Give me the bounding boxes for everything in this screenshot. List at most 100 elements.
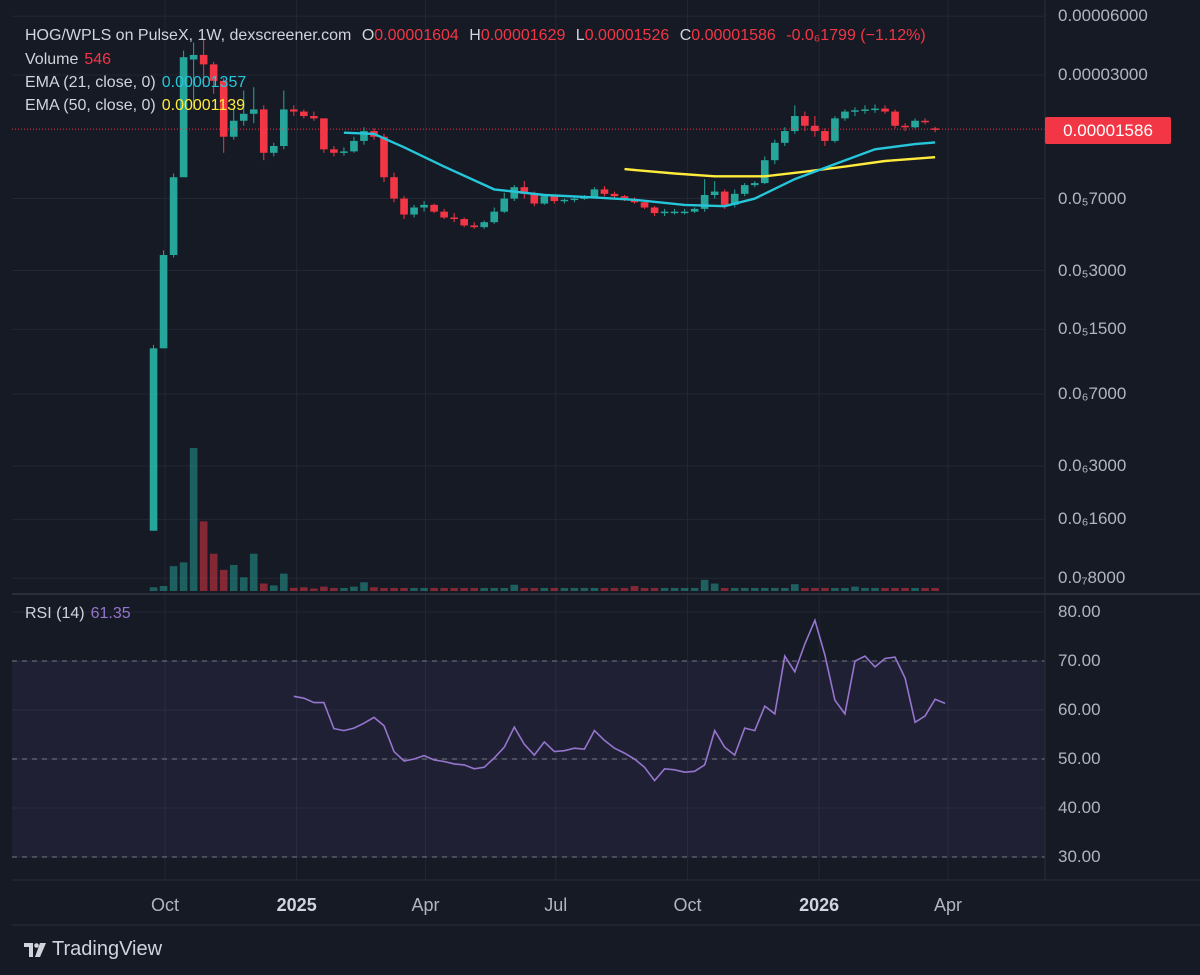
close-label: C (679, 27, 692, 44)
volume-bar (841, 588, 849, 591)
rsi-tick-label: 30.00 (1058, 847, 1101, 866)
candle-body (590, 189, 599, 198)
candle-body (861, 109, 869, 111)
volume-bar (901, 588, 909, 591)
tradingview-brand[interactable]: TradingView (24, 938, 162, 961)
candle-body (239, 113, 248, 121)
time-tick-label: Jul (544, 895, 568, 915)
candle-body (901, 125, 909, 128)
candle-body (280, 109, 288, 147)
candle-body (570, 198, 579, 201)
last-price-tag: 0.00001586 (1045, 117, 1171, 144)
high-value: 0.00001629 (480, 27, 566, 44)
candle-body (851, 110, 859, 112)
volume-bar (490, 588, 499, 591)
volume-bar (660, 588, 669, 591)
candle-body (430, 204, 438, 212)
volume-bar (821, 588, 829, 591)
price-tick-label: 0.0₆7000 (1058, 384, 1127, 404)
volume-bar (690, 588, 699, 591)
ema21-value: 0.00001357 (161, 74, 247, 91)
volume-bar (470, 588, 478, 591)
volume-bar (891, 588, 899, 591)
candle-body (330, 149, 338, 153)
volume-bar (430, 588, 438, 591)
ema50-value: 0.00001139 (161, 97, 246, 114)
volume-bar (500, 588, 509, 591)
candle-body (610, 193, 619, 197)
candle-body (440, 211, 448, 218)
volume-bar (239, 577, 248, 591)
candle-body (300, 111, 308, 117)
candle-body (750, 183, 759, 186)
candle-body (209, 64, 218, 81)
candle-body (760, 160, 769, 184)
volume-bar (760, 588, 769, 591)
volume-bar (199, 521, 208, 591)
volume-bar (590, 588, 599, 591)
candle-body (620, 196, 629, 200)
volume-bar (179, 562, 188, 591)
rsi-tick-label: 70.00 (1058, 651, 1101, 670)
ema50-legend[interactable]: EMA (50, close, 0) 0.00001139 (25, 96, 245, 116)
volume-bar (851, 586, 859, 591)
volume-bar (610, 588, 619, 591)
volume-bar (520, 588, 529, 591)
open-value: 0.00001604 (374, 27, 459, 44)
volume-bar (861, 588, 869, 591)
candle-body (740, 185, 749, 194)
volume-legend[interactable]: Volume 546 (25, 50, 111, 70)
candle-body (149, 348, 158, 531)
candle-body (169, 177, 178, 256)
volume-bar (159, 586, 168, 591)
volume-bar (380, 588, 388, 591)
candle-body (490, 211, 499, 223)
candle-body (871, 108, 879, 111)
ema50-line (624, 156, 936, 178)
candle-body (320, 118, 328, 150)
volume-bar (801, 588, 809, 591)
volume-bar (911, 588, 919, 591)
time-tick-label: 2026 (799, 895, 840, 915)
volume-bar (149, 587, 158, 591)
price-tick-label: 0.0₇8000 (1058, 568, 1126, 588)
candle-body (310, 116, 318, 119)
candle-body (530, 193, 539, 204)
ohlc-legend[interactable]: HOG/WPLS on PulseX, 1W, dexscreener.com … (25, 26, 926, 46)
volume-bar (410, 588, 418, 591)
volume-bar (650, 588, 659, 591)
rsi-tick-label: 40.00 (1058, 798, 1101, 817)
low-value: 0.00001526 (584, 27, 670, 44)
volume-bar (330, 588, 338, 591)
candle-body (540, 196, 549, 204)
candle-body (219, 80, 228, 137)
volume-bar (700, 579, 709, 591)
symbol-title[interactable]: HOG/WPLS on PulseX, 1W, dexscreener.com (25, 27, 352, 44)
candle-body (640, 202, 649, 208)
volume-bar (280, 573, 288, 591)
volume-bar (580, 588, 589, 591)
candle-body (781, 131, 789, 143)
candle-body (730, 193, 739, 205)
candle-body (831, 118, 839, 141)
candle-body (811, 125, 819, 132)
volume-bar (290, 587, 298, 591)
volume-bar (300, 587, 308, 591)
volume-bar (390, 588, 398, 591)
volume-value: 546 (84, 51, 112, 68)
volume-bar (229, 564, 238, 591)
ema21-legend[interactable]: EMA (21, close, 0) 0.00001357 (25, 73, 246, 93)
price-tick-label: 0.0₆3000 (1058, 456, 1127, 475)
change-value: -0.0₆1799 (−1.12%) (786, 27, 926, 44)
volume-bar (770, 588, 779, 591)
candle-body (921, 120, 929, 123)
price-tick-label: 0.00003000 (1058, 65, 1148, 84)
volume-label: Volume (25, 51, 79, 68)
ema21-label: EMA (21, close, 0) (25, 74, 156, 91)
rsi-tick-label: 50.00 (1058, 749, 1101, 768)
candle-body (290, 109, 298, 112)
rsi-legend[interactable]: RSI (14) 61.35 (25, 604, 131, 624)
tradingview-logo-icon (24, 942, 46, 957)
candle-body (520, 187, 529, 194)
